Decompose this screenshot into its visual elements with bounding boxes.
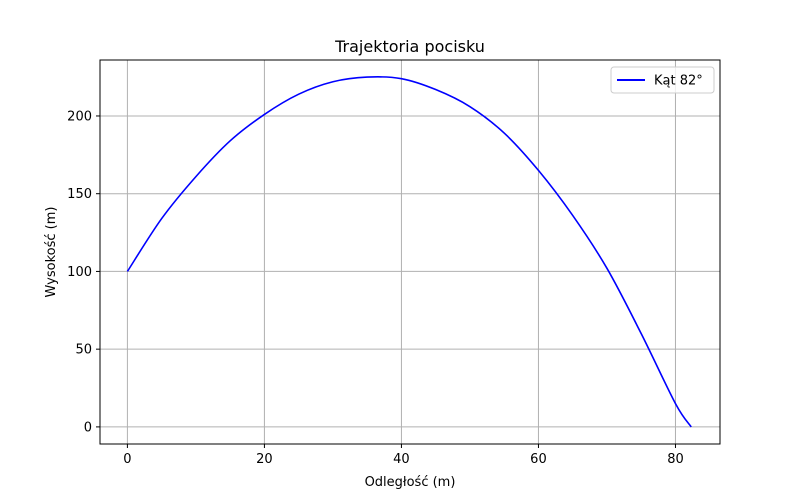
- series-layer: [126, 76, 692, 428]
- plot-frame: [99, 59, 721, 445]
- x-axis-label: Odległość (m): [365, 475, 456, 490]
- grid-layer: [100, 60, 720, 444]
- series-line: [126, 76, 692, 428]
- y-tick-label: 0: [84, 420, 92, 435]
- x-tick-label: 80: [667, 452, 684, 467]
- legend: Kąt 82°: [610, 66, 715, 94]
- x-tick-label: 20: [256, 452, 273, 467]
- y-tick-label: 100: [67, 265, 92, 280]
- ticks-layer: 0 20 40 60 80 0 50 100 150 200: [67, 109, 684, 467]
- y-tick-label: 50: [75, 343, 92, 358]
- y-tick-label: 200: [67, 109, 92, 124]
- chart-title: Trajektoria pocisku: [334, 37, 485, 56]
- x-tick-label: 60: [530, 452, 547, 467]
- y-axis-label: Wysokość (m): [44, 207, 59, 298]
- x-tick-label: 40: [393, 452, 410, 467]
- x-tick-label: 0: [123, 452, 131, 467]
- y-tick-label: 150: [67, 187, 92, 202]
- legend-box: [610, 66, 715, 94]
- legend-label: Kąt 82°: [654, 74, 703, 89]
